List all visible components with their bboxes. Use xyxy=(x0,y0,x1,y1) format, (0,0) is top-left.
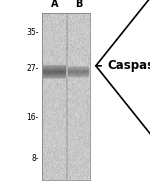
Text: 8-: 8- xyxy=(32,154,39,163)
Text: 16-: 16- xyxy=(27,113,39,122)
Text: Caspase-7: Caspase-7 xyxy=(107,59,150,72)
Text: 27-: 27- xyxy=(27,64,39,73)
Text: A: A xyxy=(51,0,58,9)
Text: 35-: 35- xyxy=(27,28,39,37)
Text: B: B xyxy=(75,0,82,9)
